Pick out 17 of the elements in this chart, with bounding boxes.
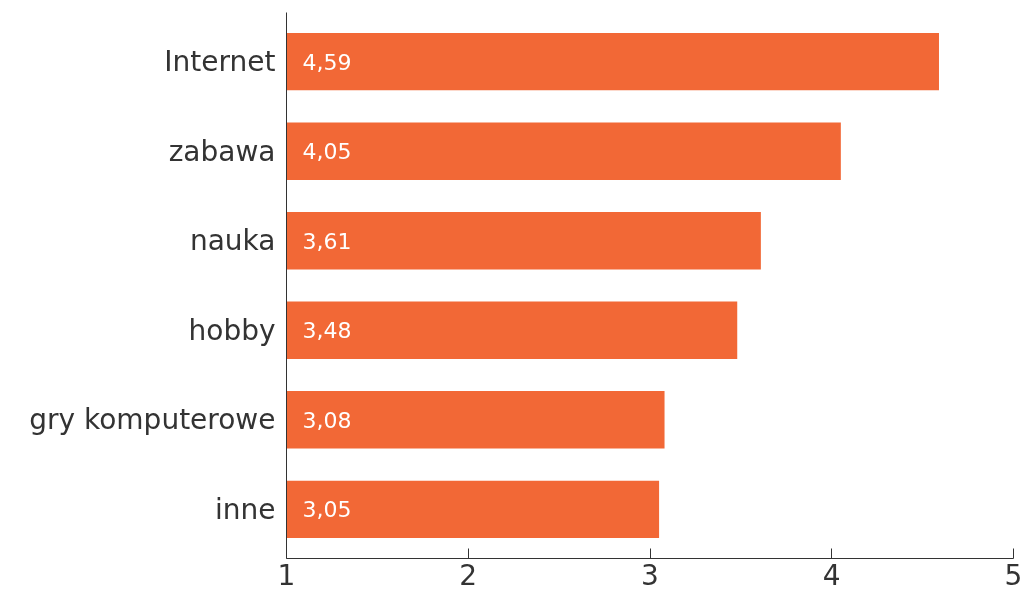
x-tick-label: 2	[459, 558, 478, 592]
x-tick-label: 1	[277, 558, 296, 592]
y-tick-label: Internet	[164, 45, 276, 79]
data-label: 4,05	[302, 139, 352, 165]
data-label: 3,48	[302, 318, 352, 344]
x-tick-label: 4	[822, 558, 841, 592]
data-label: 4,59	[302, 49, 352, 75]
x-tick-label: 3	[641, 558, 659, 592]
y-tick-label: zabawa	[168, 134, 276, 168]
x-tick-label: 5	[1004, 558, 1023, 592]
y-tick-label: nauka	[189, 224, 276, 258]
data-label: 3,08	[302, 407, 352, 433]
data-label: 3,05	[302, 497, 352, 523]
y-tick-label: gry komputerowe	[29, 403, 276, 437]
y-tick-label: hobby	[188, 313, 276, 347]
data-label: 3,61	[302, 228, 352, 254]
y-tick-label: inne	[215, 492, 276, 526]
